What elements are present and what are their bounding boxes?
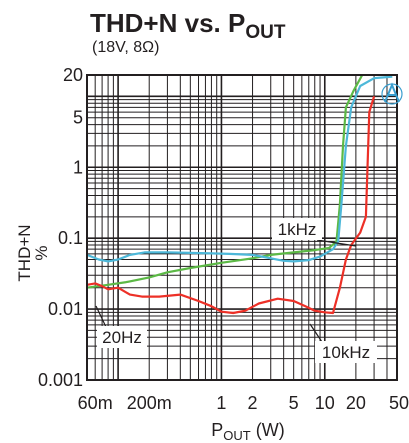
y-tick-labels: 20 5 1 0.1 0.01 0.001	[38, 65, 83, 390]
series-line-20hz	[86, 74, 364, 289]
x-tick-label: 2	[248, 393, 258, 413]
plot-frame	[86, 74, 398, 381]
annotation-label-1khz: 1kHz	[278, 220, 317, 239]
series-line-1khz	[86, 75, 393, 263]
x-tick-label: 50	[389, 393, 409, 413]
annotation-box	[315, 341, 377, 363]
chart-title: THD+N vs. POUT	[90, 8, 286, 43]
x-tick-labels: 60m 200m 1 2 5 10 20 50	[78, 393, 409, 413]
y-tick-label: 5	[73, 108, 83, 128]
annotation-layer: 1kHz 20Hz 10kHz	[95, 218, 377, 363]
y-tick-label: 0.1	[58, 228, 83, 248]
annotation-box	[272, 218, 322, 240]
y-tick-label: 1	[73, 157, 83, 177]
annotation-leader	[316, 239, 357, 247]
annotation-leader	[95, 305, 107, 328]
logo-icon	[381, 82, 403, 105]
y-axis-unit: %	[32, 245, 51, 260]
y-tick-label: 0.001	[38, 370, 83, 390]
series-line-10khz	[86, 95, 376, 315]
x-tick-label: 1	[216, 393, 226, 413]
annotation-leader	[309, 323, 323, 343]
annotation-label-10khz: 10kHz	[322, 343, 370, 362]
chart-subtitle: (18V, 8Ω)	[92, 39, 159, 56]
x-axis-label: POUT (W)	[211, 420, 284, 443]
y-axis-label: THD+N	[15, 224, 34, 281]
grid-major	[87, 75, 397, 380]
annotation-label-20hz: 20Hz	[102, 328, 142, 347]
x-tick-label: 200m	[127, 393, 172, 413]
x-tick-label: 10	[315, 393, 335, 413]
y-tick-label: 20	[63, 65, 83, 85]
series-layer	[86, 74, 393, 315]
x-tick-label: 60m	[78, 393, 113, 413]
annotation-box	[97, 326, 147, 348]
x-tick-label: 20	[346, 393, 366, 413]
y-tick-label: 0.01	[48, 299, 83, 319]
x-tick-label: 5	[289, 393, 299, 413]
